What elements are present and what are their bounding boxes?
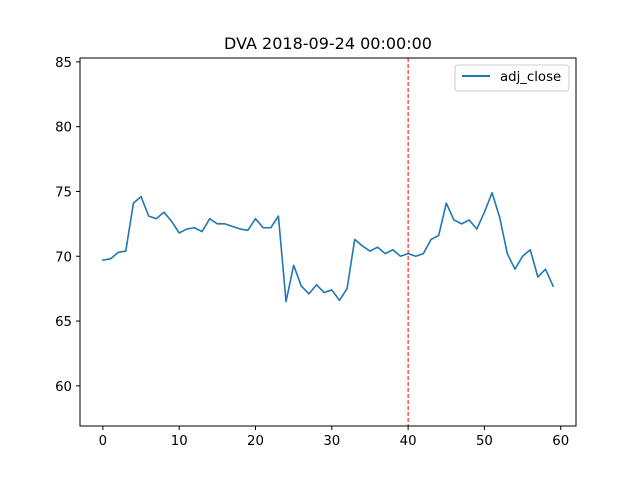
data-point bbox=[338, 299, 340, 301]
data-point bbox=[445, 202, 447, 204]
data-point bbox=[437, 234, 439, 236]
data-point bbox=[178, 232, 180, 234]
data-point bbox=[300, 285, 302, 287]
data-point bbox=[315, 284, 317, 286]
data-point bbox=[399, 255, 401, 257]
data-point bbox=[109, 258, 111, 260]
data-point bbox=[247, 229, 249, 231]
data-point bbox=[308, 293, 310, 295]
data-point bbox=[476, 228, 478, 230]
legend: adj_close bbox=[454, 64, 570, 92]
data-point bbox=[239, 228, 241, 230]
data-point bbox=[376, 246, 378, 248]
x-tick-label: 50 bbox=[476, 434, 493, 449]
x-tick-label: 20 bbox=[247, 434, 264, 449]
data-point bbox=[186, 228, 188, 230]
data-point bbox=[132, 202, 134, 204]
data-point bbox=[224, 223, 226, 225]
data-point bbox=[231, 225, 233, 227]
data-point bbox=[521, 255, 523, 257]
data-point bbox=[163, 211, 165, 213]
legend-label-adj-close: adj_close bbox=[500, 70, 561, 85]
data-point bbox=[498, 216, 500, 218]
y-tick-label: 85 bbox=[55, 56, 72, 71]
data-point bbox=[369, 250, 371, 252]
data-point bbox=[147, 215, 149, 217]
x-tick-label: 30 bbox=[323, 434, 340, 449]
data-point bbox=[506, 252, 508, 254]
data-point bbox=[453, 219, 455, 221]
data-point bbox=[392, 249, 394, 251]
data-point bbox=[216, 223, 218, 225]
x-tick-label: 10 bbox=[171, 434, 188, 449]
data-point bbox=[285, 300, 287, 302]
data-point bbox=[430, 238, 432, 240]
data-point bbox=[262, 227, 264, 229]
data-point bbox=[193, 227, 195, 229]
data-point bbox=[529, 249, 531, 251]
data-point bbox=[254, 217, 256, 219]
data-point bbox=[346, 287, 348, 289]
y-tick-label: 65 bbox=[55, 315, 72, 330]
plot-area: 0 10 20 30 40 50 60 60 65 70 75 80 85 bbox=[55, 56, 577, 449]
data-point bbox=[155, 217, 157, 219]
data-point bbox=[468, 219, 470, 221]
x-tick-label: 60 bbox=[552, 434, 569, 449]
data-point bbox=[117, 251, 119, 253]
data-point bbox=[323, 291, 325, 293]
data-point bbox=[483, 211, 485, 213]
axes-frame bbox=[79, 57, 577, 427]
x-tick-label: 40 bbox=[400, 434, 417, 449]
legend-box bbox=[454, 64, 570, 92]
y-tick-label: 60 bbox=[55, 380, 72, 395]
data-point bbox=[277, 215, 279, 217]
data-point bbox=[125, 250, 127, 252]
data-point bbox=[361, 245, 363, 247]
data-point bbox=[140, 195, 142, 197]
data-point bbox=[270, 227, 272, 229]
data-point bbox=[552, 285, 554, 287]
data-point bbox=[209, 217, 211, 219]
x-tick-label: 0 bbox=[99, 434, 107, 449]
chart-title: DVA 2018-09-24 00:00:00 bbox=[224, 34, 432, 53]
data-point bbox=[384, 252, 386, 254]
data-point bbox=[460, 223, 462, 225]
data-point bbox=[331, 289, 333, 291]
data-point bbox=[102, 259, 104, 261]
data-point bbox=[170, 220, 172, 222]
y-tick-label: 75 bbox=[55, 185, 72, 200]
y-tick-label: 70 bbox=[55, 250, 72, 265]
data-point bbox=[201, 230, 203, 232]
data-point bbox=[544, 268, 546, 270]
data-point bbox=[415, 255, 417, 257]
data-point bbox=[354, 238, 356, 240]
data-point bbox=[292, 264, 294, 266]
data-point bbox=[491, 192, 493, 194]
data-point bbox=[514, 268, 516, 270]
series-line-adj-close bbox=[101, 191, 555, 303]
data-point bbox=[422, 252, 424, 254]
data-point bbox=[537, 276, 539, 278]
y-tick-label: 80 bbox=[55, 121, 72, 136]
